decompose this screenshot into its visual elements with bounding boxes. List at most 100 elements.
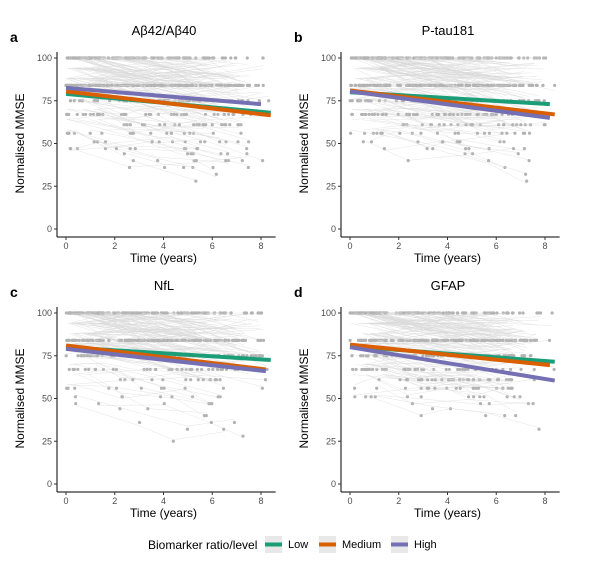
observation-point [362,56,367,60]
observation-point [211,367,215,372]
observation-point [350,112,354,117]
observation-point [83,112,88,117]
x-tick-label: 2 [112,241,117,251]
x-tick-label: 8 [258,496,263,506]
observation-point [162,386,166,390]
observation-point [130,311,134,315]
observation-point [184,83,188,87]
x-tick-label: 2 [396,241,401,251]
observation-point [401,311,406,315]
observation-point [222,427,226,431]
trajectory-line [385,312,537,326]
legend: Biomarker ratio/level Low Medium High [148,536,437,553]
trajectory-line [383,119,501,142]
observation-point [185,152,190,156]
observation-point [441,140,445,144]
observation-point [249,311,254,315]
observation-point [442,112,447,117]
trajectory-line [371,57,544,70]
trend-line-high [349,89,551,120]
observation-point [429,123,434,127]
observation-point [237,338,241,342]
observation-point [220,83,224,87]
observation-point [475,131,480,135]
observation-point [537,427,541,431]
observation-point [195,367,199,372]
observation-point [453,338,457,342]
observation-point [109,83,114,87]
x-tick-label: 8 [542,241,547,251]
trajectory-line [98,78,256,98]
observation-point [517,56,521,60]
observation-point [360,338,364,342]
observation-point [529,338,533,342]
observation-point [210,123,214,127]
observation-point [156,338,160,342]
trajectory-line [377,78,504,98]
observation-point [369,338,374,342]
observation-point [73,311,78,315]
observation-point [515,123,519,127]
trajectory-line [101,129,220,139]
trajectory-line [361,364,511,385]
observation-point [111,367,115,372]
trajectory-line [382,364,511,384]
observation-point [361,354,365,358]
observation-point [363,112,368,117]
observation-point [246,165,250,170]
observation-point [498,83,502,87]
observation-point [73,395,77,399]
observation-point [476,83,480,87]
observation-point [492,311,496,315]
trajectory-line [352,374,474,380]
observation-point [81,338,85,342]
observation-point [68,311,72,315]
trajectory-line [75,57,212,82]
x-tick-label: 6 [494,496,499,506]
observation-point [124,112,128,117]
observation-point [501,386,505,390]
trajectory-line [363,139,526,174]
observation-point [218,378,222,382]
observation-point [442,123,446,127]
x-tick-label: 4 [445,496,450,506]
observation-point [350,99,354,103]
trajectory-line [362,333,498,375]
observation-point [525,179,529,183]
trajectory-line [385,57,504,87]
observation-point [349,56,353,60]
trajectory-line [379,312,507,331]
observation-point [544,56,548,60]
observation-point [218,395,222,399]
observation-point [131,83,135,87]
observation-point [75,112,79,117]
observation-point [135,338,140,342]
observation-point [170,338,174,342]
observation-point [253,354,257,358]
observation-point [403,386,408,390]
trajectory-line [384,364,522,378]
trajectory-line [380,68,550,116]
trajectory-line [372,68,504,104]
observation-point [542,99,546,103]
observation-point [72,367,76,372]
trajectory-line [89,75,250,79]
observation-point [65,338,69,342]
observation-point [220,123,224,127]
observation-point [375,386,379,390]
observation-point [229,311,233,315]
observation-point [97,83,101,87]
observation-point [140,123,145,127]
trajectory-line [71,312,165,333]
y-tick-label: 0 [331,224,336,234]
x-tick-label: 8 [542,496,547,506]
observation-point [460,367,465,372]
observation-point [182,112,186,117]
observation-point [521,311,525,315]
observation-point [222,123,227,127]
observation-point [435,338,439,342]
observation-point [443,338,448,342]
observation-point [123,311,127,315]
observation-point [354,56,358,60]
observation-point [65,386,69,390]
